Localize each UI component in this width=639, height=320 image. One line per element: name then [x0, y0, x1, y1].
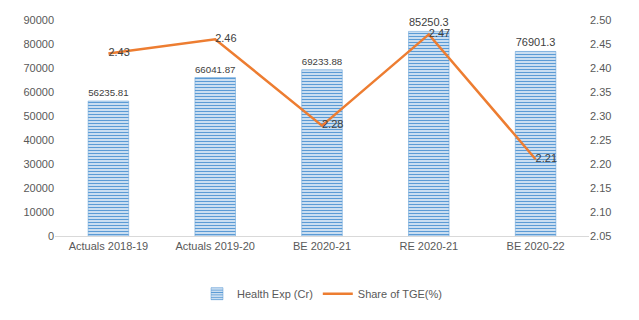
- svg-text:2.46: 2.46: [215, 32, 236, 44]
- svg-text:0: 0: [48, 230, 54, 242]
- svg-text:85250.3: 85250.3: [409, 16, 449, 28]
- svg-text:2.28: 2.28: [322, 118, 343, 130]
- svg-text:2.40: 2.40: [590, 62, 611, 74]
- svg-text:BE 2020-22: BE 2020-22: [507, 240, 565, 252]
- svg-text:20000: 20000: [23, 182, 54, 194]
- svg-text:66041.87: 66041.87: [195, 64, 236, 75]
- svg-text:69233.88: 69233.88: [302, 56, 343, 67]
- svg-text:2.10: 2.10: [590, 206, 611, 218]
- svg-text:56235.81: 56235.81: [88, 87, 129, 98]
- svg-text:2.25: 2.25: [590, 134, 611, 146]
- svg-text:RE 2020-21: RE 2020-21: [399, 240, 458, 252]
- svg-text:30000: 30000: [23, 158, 54, 170]
- svg-text:2.47: 2.47: [429, 27, 450, 39]
- svg-text:2.21: 2.21: [536, 152, 557, 164]
- svg-text:2.35: 2.35: [590, 86, 611, 98]
- svg-text:Actuals 2018-19: Actuals 2018-19: [69, 240, 148, 252]
- svg-text:2.30: 2.30: [590, 110, 611, 122]
- svg-text:2.20: 2.20: [590, 158, 611, 170]
- svg-text:2.50: 2.50: [590, 14, 611, 26]
- svg-text:40000: 40000: [23, 134, 54, 146]
- svg-text:Share of TGE(%): Share of TGE(%): [358, 288, 442, 300]
- svg-text:90000: 90000: [23, 14, 54, 26]
- svg-text:70000: 70000: [23, 62, 54, 74]
- svg-text:50000: 50000: [23, 110, 54, 122]
- svg-text:BE 2020-21: BE 2020-21: [293, 240, 351, 252]
- svg-text:60000: 60000: [23, 86, 54, 98]
- svg-text:2.05: 2.05: [590, 230, 611, 242]
- svg-text:10000: 10000: [23, 206, 54, 218]
- svg-text:2.45: 2.45: [590, 38, 611, 50]
- svg-text:2.43: 2.43: [108, 46, 129, 58]
- svg-text:2.15: 2.15: [590, 182, 611, 194]
- svg-text:80000: 80000: [23, 38, 54, 50]
- svg-text:Health Exp (Cr): Health Exp (Cr): [237, 288, 313, 300]
- svg-text:76901.3: 76901.3: [516, 36, 556, 48]
- svg-text:Actuals 2019-20: Actuals 2019-20: [175, 240, 255, 252]
